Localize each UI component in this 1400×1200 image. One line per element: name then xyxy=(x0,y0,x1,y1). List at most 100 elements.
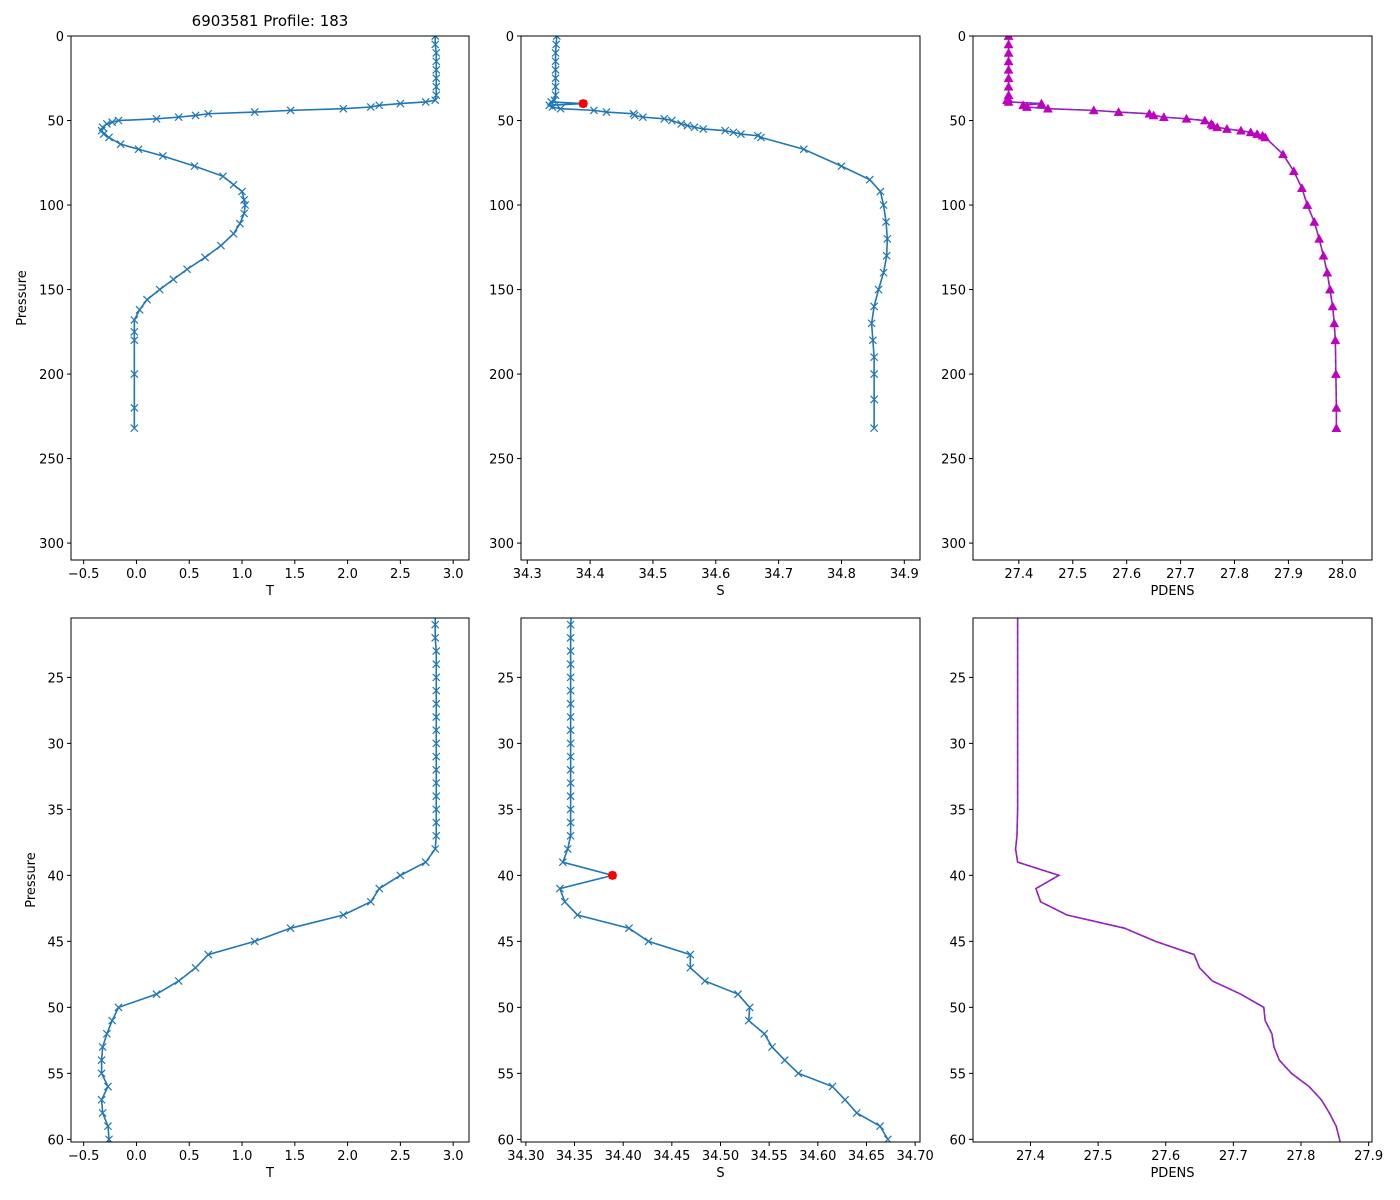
data-point xyxy=(250,108,259,117)
x-tick-label: 1.5 xyxy=(284,567,305,582)
data-point xyxy=(552,36,561,41)
y-tick-label: 60 xyxy=(47,1133,64,1148)
y-tick-label: 30 xyxy=(47,737,64,752)
data-point xyxy=(760,1029,769,1038)
data-point xyxy=(1088,105,1099,115)
data-point xyxy=(158,151,167,161)
y-tick-label: 200 xyxy=(39,368,64,383)
data-point xyxy=(432,831,441,840)
x-tick-label: 27.8 xyxy=(1220,567,1249,582)
x-axis-label: T xyxy=(265,1166,274,1181)
data-point xyxy=(1003,39,1014,49)
y-tick-label: 50 xyxy=(47,115,64,130)
plot-area xyxy=(545,36,892,433)
data-point xyxy=(421,97,430,106)
data-point xyxy=(1236,125,1246,135)
y-tick-label: 25 xyxy=(47,671,64,686)
data-point xyxy=(1327,301,1338,311)
x-tick-label: 27.9 xyxy=(1274,567,1303,582)
data-point xyxy=(721,126,730,135)
y-tick-label: 0 xyxy=(506,30,514,45)
data-point xyxy=(1302,200,1313,209)
y-tick-label: 50 xyxy=(47,1001,64,1016)
data-point xyxy=(882,251,891,260)
x-tick-label: 34.30 xyxy=(507,1149,544,1164)
y-tick-label: 200 xyxy=(941,368,966,383)
x-tick-label: 27.6 xyxy=(1112,567,1141,582)
data-point xyxy=(551,74,560,83)
x-tick-label: 2.0 xyxy=(337,1149,358,1164)
data-point xyxy=(432,48,441,57)
x-tick-label: 34.8 xyxy=(827,567,856,582)
y-tick-label: 55 xyxy=(47,1067,64,1082)
data-point xyxy=(729,128,738,137)
x-axis-label: PDENS xyxy=(1150,1166,1194,1181)
data-point xyxy=(551,48,560,57)
data-point xyxy=(1318,250,1329,260)
x-tick-label: 3.0 xyxy=(443,1149,464,1164)
y-tick-label: 30 xyxy=(497,737,514,752)
x-tick-label: 34.70 xyxy=(897,1149,934,1164)
y-tick-label: 30 xyxy=(949,737,966,752)
data-point xyxy=(142,295,152,304)
x-tick-label: 0.5 xyxy=(179,567,200,582)
data-point xyxy=(1260,132,1271,142)
panel-top-temperature: −0.5 0.0 0.5 1.0 1.5 2.0 2.5 3.0 0 50 100 150 200 250… xyxy=(15,30,470,599)
data-point xyxy=(551,57,560,66)
data-point xyxy=(1325,284,1335,294)
x-tick-label: 34.9 xyxy=(890,567,919,582)
y-tick-label: 40 xyxy=(47,869,64,884)
data-point xyxy=(1199,115,1210,125)
data-point xyxy=(1158,112,1169,121)
data-point xyxy=(1181,113,1192,123)
x-tick-label: 34.7 xyxy=(764,567,793,582)
data-point xyxy=(1212,122,1223,132)
y-tick-label: 60 xyxy=(949,1133,966,1148)
data-point xyxy=(1322,267,1333,277)
data-point xyxy=(174,113,183,122)
data-point xyxy=(566,818,575,827)
y-tick-label: 50 xyxy=(949,115,966,130)
data-point xyxy=(566,712,575,722)
data-point xyxy=(870,424,879,433)
y-tick-label: 150 xyxy=(941,284,966,299)
y-tick-label: 250 xyxy=(489,453,514,468)
data-point xyxy=(339,104,348,113)
x-tick-label: 34.5 xyxy=(638,567,667,582)
data-point xyxy=(99,130,108,139)
x-tick-label: 1.5 xyxy=(284,1149,305,1164)
data-point xyxy=(566,620,575,629)
data-point xyxy=(235,219,244,228)
data-point xyxy=(686,963,695,972)
y-tick-label: 35 xyxy=(497,803,514,818)
y-tick-label: 150 xyxy=(39,284,64,299)
data-point xyxy=(286,924,295,933)
data-point xyxy=(432,699,441,708)
data-point xyxy=(736,130,745,139)
data-point xyxy=(556,104,565,113)
data-point xyxy=(1043,103,1053,113)
data-point xyxy=(250,937,259,946)
panel-top-salinity: 34.3 34.4 34.5 34.6 34.7 34.8 34.9 0 50 100 150 200… xyxy=(489,30,921,599)
data-point xyxy=(1148,110,1159,120)
data-point xyxy=(841,1095,850,1104)
y-tick-label: 250 xyxy=(941,453,966,468)
data-point xyxy=(432,660,441,669)
data-point xyxy=(240,209,249,218)
axes-frame xyxy=(520,35,921,561)
x-axis-label: S xyxy=(716,1166,724,1181)
data-point xyxy=(174,976,183,985)
y-tick-label: 300 xyxy=(941,537,966,552)
x-axis-label: T xyxy=(265,584,274,599)
data-point xyxy=(876,187,885,196)
series-line-dashed xyxy=(1006,36,1338,429)
data-point xyxy=(366,102,375,112)
data-point xyxy=(421,858,430,867)
data-point xyxy=(799,145,808,154)
axes-frame xyxy=(972,617,1373,1143)
data-point xyxy=(555,884,564,893)
plot-area xyxy=(97,36,441,433)
y-tick-label: 100 xyxy=(39,199,64,214)
data-point xyxy=(218,172,228,181)
data-point xyxy=(794,1069,803,1078)
